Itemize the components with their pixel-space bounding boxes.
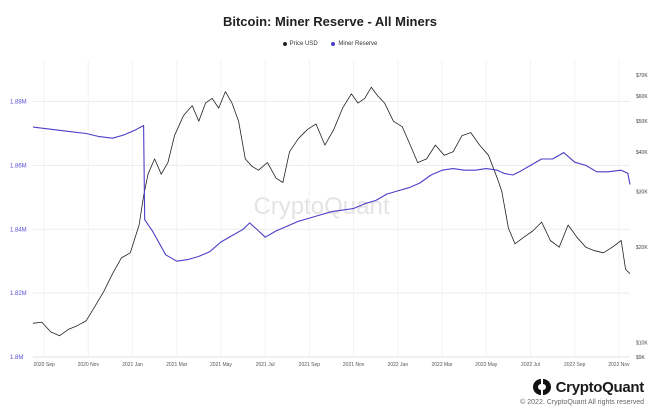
x-tick-label-9: 2022 Mar [431,362,452,368]
x-tick-label-11: 2022 Jul [521,362,540,368]
y-right-tick-label-4: $40K [636,150,648,156]
x-tick-label-6: 2021 Sep [299,362,321,368]
x-tick-label-8: 2022 Jan [388,362,409,368]
y-right-tick-label-3: $30K [636,189,648,195]
y-left-tick-label-0: 1.8M [10,355,23,361]
x-tick-label-5: 2021 Jul [256,362,275,368]
x-tick-label-13: 2022 Nov [608,362,630,368]
series-line-price-usd [32,86,631,337]
x-tick-label-12: 2022 Sep [564,362,586,368]
legend-item-miner-reserve[interactable]: Miner Reserve [331,41,377,47]
x-tick-label-3: 2021 Mar [166,362,187,368]
legend-item-price[interactable]: Price USD [282,41,318,47]
series-line-miner-reserve [32,124,631,262]
y-left-tick-label-1: 1.82M [10,291,27,297]
y-right-tick-label-7: $70K [636,73,648,79]
y-left-tick-label-3: 1.86M [10,163,27,169]
x-tick-label-10: 2022 May [475,362,497,368]
cryptoquant-logo-icon [532,379,551,395]
brand-name: CryptoQuant [555,378,645,396]
watermark: CryptoQuant [253,193,389,220]
legend-marker-miner-reserve [331,42,336,46]
legend-marker-price [282,42,287,46]
copyright-text: © 2022. CryptoQuant All rights reserved [520,399,644,406]
x-tick-label-0: 2020 Sep [33,362,55,368]
x-tick-label-2: 2021 Jan [122,362,143,368]
y-right-tick-label-0: $9K [636,355,646,361]
y-right-tick-label-6: $60K [636,94,648,100]
chart-title: Bitcoin: Miner Reserve - All Miners [222,14,438,29]
legend-label-price: Price USD [289,41,318,47]
chart-legend: Price USD Miner Reserve [0,41,660,48]
y-right-tick-label-2: $20K [636,245,648,251]
y-right-tick-label-5: $50K [636,119,648,125]
x-tick-label-1: 2020 Nov [78,362,100,368]
x-tick-label-4: 2021 May [210,362,232,368]
y-right-tick-label-1: $10K [636,341,648,347]
y-left-tick-label-4: 1.88M [10,100,27,106]
legend-label-miner-reserve: Miner Reserve [338,41,378,47]
x-tick-label-7: 2021 Nov [343,362,365,368]
brand: CryptoQuant [532,378,644,396]
y-left-tick-label-2: 1.84M [10,227,27,233]
